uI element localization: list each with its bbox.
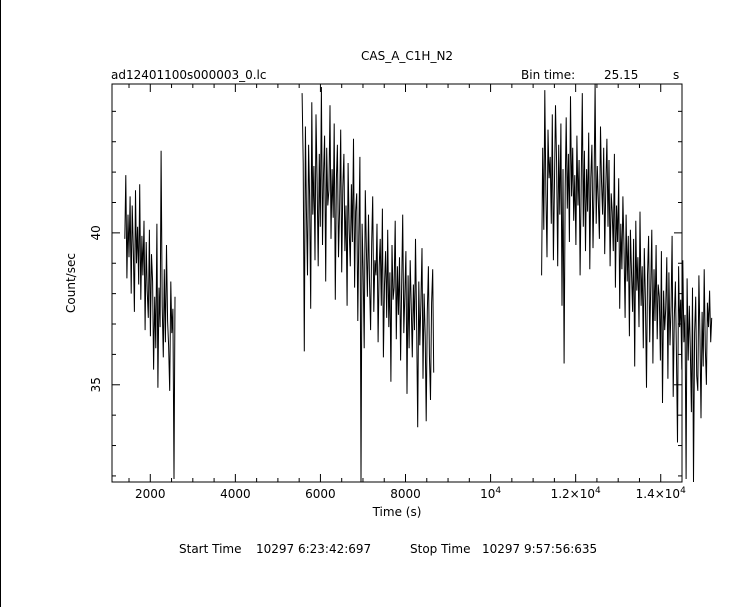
light-curve-segment-2 [301, 86, 435, 483]
filename-label: ad12401100s000003_0.lc [111, 68, 267, 82]
y-tick-labels: 35 40 [89, 225, 103, 392]
start-time-label: Start Time [179, 542, 242, 556]
start-time-value: 10297 6:23:42:697 [256, 542, 372, 556]
bin-time-label: Bin time: [521, 68, 576, 82]
y-tick-label: 35 [89, 377, 103, 392]
y-tick-label: 40 [89, 225, 103, 240]
bin-time-value: 25.15 [604, 68, 639, 82]
x-axis-label: Time (s) [372, 505, 422, 519]
x-tick-label: 2000 [135, 487, 166, 501]
x-tick-label: 4000 [220, 487, 251, 501]
x-tick-label: 8000 [390, 487, 421, 501]
x-tick-labels: 2000 4000 6000 8000 104 1.2×104 1.4×104 [135, 486, 686, 501]
x-tick-label: 104 [480, 486, 501, 501]
chart-title: CAS_A_C1H_N2 [361, 49, 454, 63]
y-axis-label: Count/sec [64, 253, 78, 313]
bin-time-unit: s [673, 68, 680, 82]
light-curve-segment-1 [124, 150, 176, 480]
x-tick-label: 1.2×104 [551, 486, 601, 501]
light-curve-segment-3 [541, 83, 713, 483]
stop-time-label: Stop Time [410, 542, 471, 556]
x-tick-label: 1.4×104 [636, 486, 686, 501]
plot-frame [111, 83, 683, 483]
data-series [124, 83, 713, 483]
left-border-line [0, 0, 1, 607]
x-tick-label: 6000 [305, 487, 336, 501]
stop-time-value: 10297 9:57:56:635 [482, 542, 598, 556]
